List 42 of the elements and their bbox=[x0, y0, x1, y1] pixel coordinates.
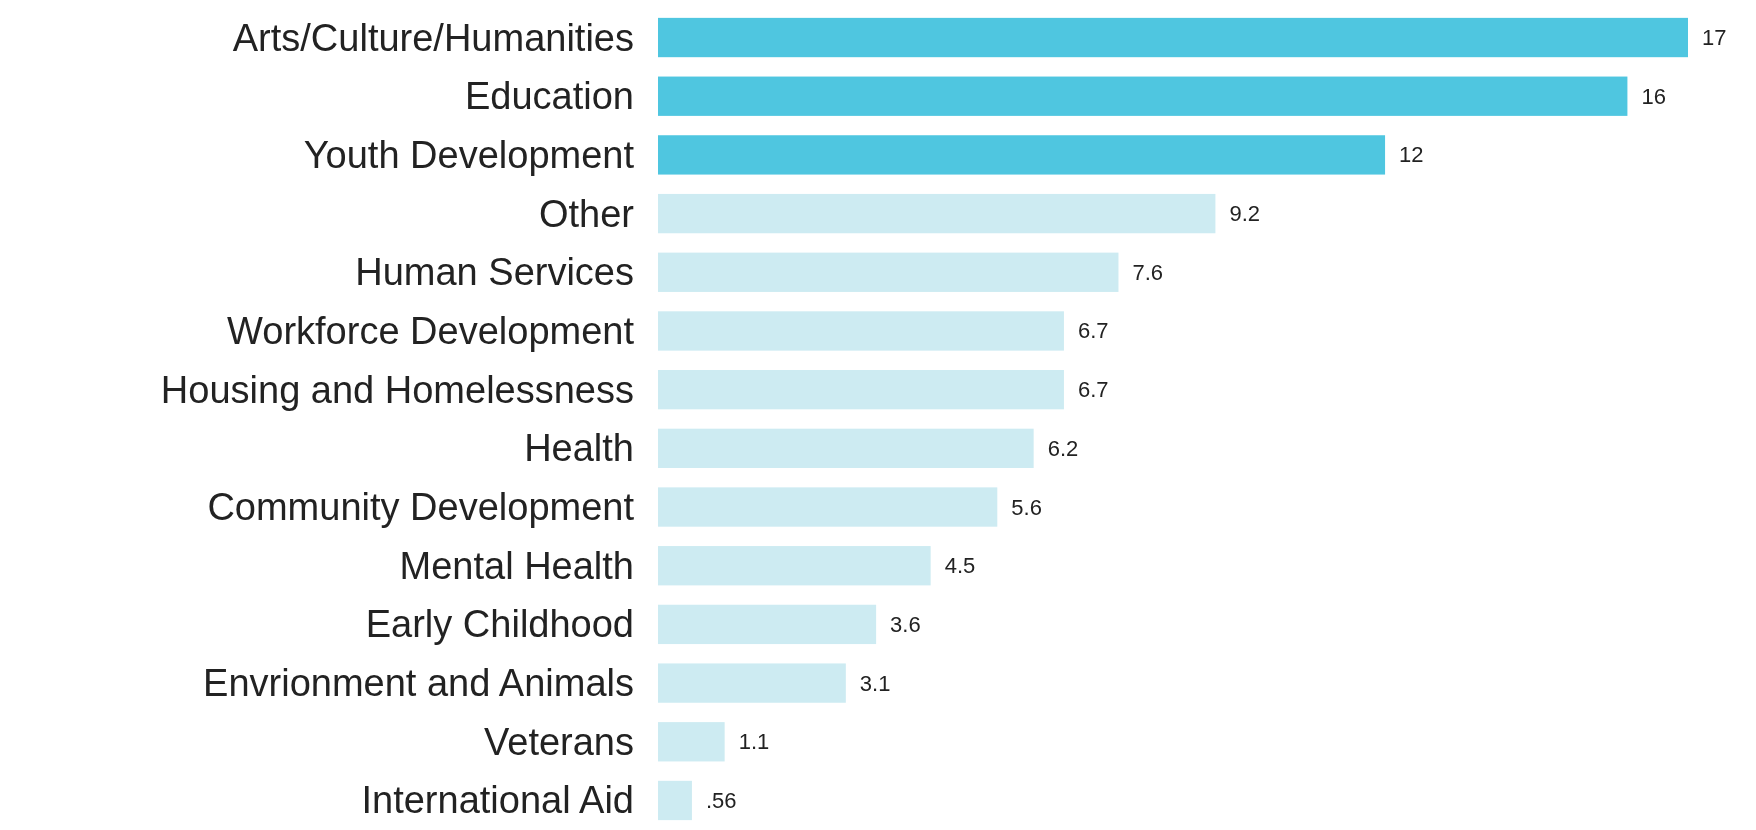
data-label: 16 bbox=[1641, 83, 1666, 109]
bar bbox=[658, 663, 846, 703]
y-tick-label: Veterans bbox=[484, 720, 634, 763]
data-label: 12 bbox=[1399, 142, 1424, 168]
data-label: 1.1 bbox=[738, 729, 770, 755]
bar bbox=[658, 17, 1688, 58]
y-tick-label: Arts/Culture/Humanities bbox=[232, 16, 634, 59]
data-label: 17 bbox=[1702, 25, 1727, 51]
y-tick-label: Education bbox=[464, 75, 634, 118]
y-tick-label: Housing and Homelessness bbox=[160, 368, 634, 411]
bar bbox=[658, 487, 998, 527]
bar bbox=[658, 193, 1216, 234]
bar bbox=[658, 780, 692, 821]
data-label: 4.5 bbox=[944, 553, 976, 579]
bar bbox=[658, 546, 931, 586]
data-label: 9.2 bbox=[1229, 201, 1261, 227]
y-tick-label: Youth Development bbox=[303, 133, 635, 176]
y-tick-label: Workforce Development bbox=[227, 309, 635, 352]
bar bbox=[658, 76, 1628, 116]
bar bbox=[658, 311, 1064, 351]
data-label: 3.6 bbox=[890, 611, 921, 637]
bar bbox=[658, 135, 1386, 175]
y-tick-label: International Aid bbox=[361, 779, 634, 822]
data-label: .56 bbox=[705, 787, 737, 813]
y-tick-label: Mental Health bbox=[399, 544, 634, 587]
y-tick-label: Community Development bbox=[207, 486, 635, 529]
y-tick-label: Early Childhood bbox=[365, 603, 634, 646]
bar bbox=[658, 722, 725, 762]
data-label: 3.1 bbox=[859, 670, 891, 696]
bar bbox=[658, 428, 1034, 468]
bar bbox=[658, 370, 1064, 410]
y-tick-label: Envrionment and Animals bbox=[203, 662, 634, 705]
data-label: 5.6 bbox=[1011, 494, 1042, 520]
y-tick-label: Human Services bbox=[355, 251, 634, 294]
data-label: 7.6 bbox=[1132, 259, 1164, 285]
y-tick-label: Health bbox=[524, 427, 634, 470]
bar bbox=[658, 252, 1119, 292]
data-label: 6.7 bbox=[1077, 318, 1109, 344]
data-label: 6.7 bbox=[1077, 377, 1109, 403]
data-label: 6.2 bbox=[1047, 435, 1079, 461]
bar bbox=[658, 604, 877, 645]
y-tick-label: Other bbox=[538, 192, 635, 235]
